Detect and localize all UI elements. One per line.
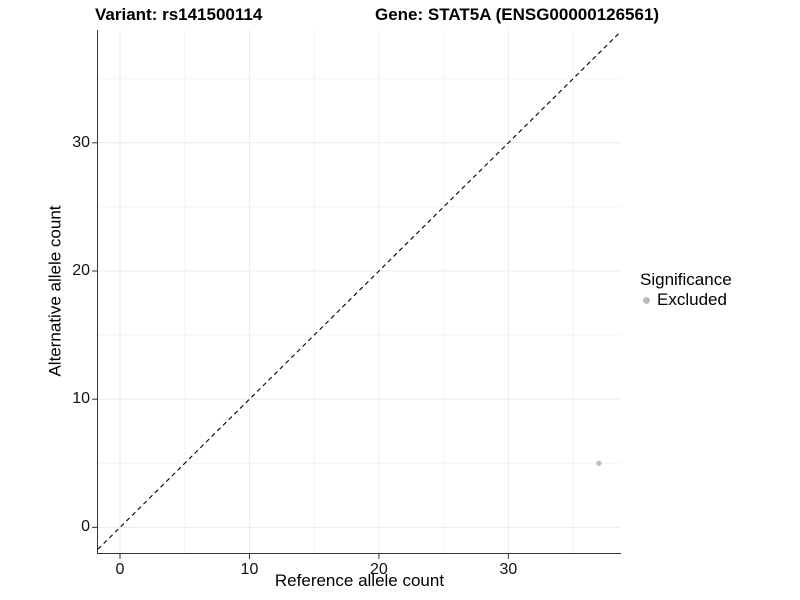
identity-line xyxy=(97,30,622,550)
legend-key xyxy=(640,294,653,307)
legend-title: Significance xyxy=(640,270,732,289)
y-axis-title: Alternative allele count xyxy=(45,205,65,377)
legend-item-excluded: Excluded xyxy=(640,290,732,310)
legend-item-label: Excluded xyxy=(657,290,727,309)
data-point xyxy=(596,460,602,466)
x-tick-label: 30 xyxy=(499,561,518,578)
y-tick-label: 10 xyxy=(72,390,90,408)
x-tick-label: 10 xyxy=(240,561,259,578)
x-axis-title: Reference allele count xyxy=(274,571,445,590)
x-tick-label: 20 xyxy=(370,561,388,578)
legend-point-icon xyxy=(643,296,650,304)
y-tick-label: 30 xyxy=(72,133,90,151)
plot-title-gene: Gene: STAT5A (ENSG00000126561) xyxy=(375,5,660,24)
y-tick-label: 20 xyxy=(72,261,90,279)
x-tick-label: 0 xyxy=(115,561,125,578)
legend: Significance Excluded xyxy=(640,270,732,310)
plot-title-variant: Variant: rs141500114 xyxy=(95,5,263,24)
y-tick-label: 0 xyxy=(81,518,90,536)
